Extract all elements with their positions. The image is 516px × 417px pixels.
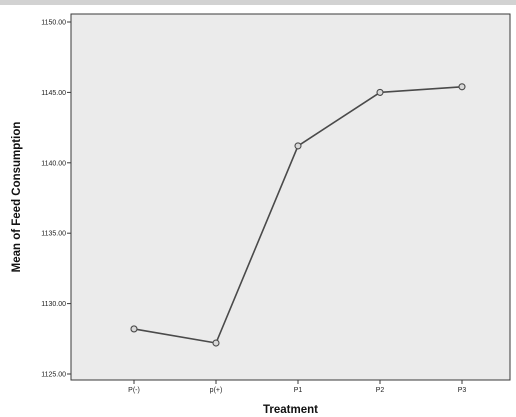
x-tick-label: P(-)	[128, 387, 140, 394]
plot-area	[70, 13, 511, 381]
y-tick-label: 1125.00	[41, 372, 66, 379]
y-tick-label: 1145.00	[41, 90, 66, 97]
data-point	[294, 142, 302, 150]
x-tick-label: p(+)	[210, 387, 223, 394]
data-point	[212, 339, 220, 347]
y-tick-label: 1140.00	[41, 160, 66, 167]
top-edge-strip	[0, 0, 516, 5]
data-point	[458, 83, 466, 91]
y-tick-label: 1150.00	[41, 20, 66, 27]
y-tick-label: 1135.00	[41, 231, 66, 238]
y-axis-ticks: 1125.00 1130.00 1135.00 1140.00 1145.00 1150.…	[41, 20, 71, 379]
y-tick-label: 1130.00	[41, 301, 66, 308]
x-axis-title: Treatment	[263, 404, 318, 416]
x-axis-ticks: P(-) p(+) P1 P2 P3	[128, 380, 466, 394]
y-axis-title: Mean of Feed Consumption	[11, 122, 23, 273]
data-point	[130, 325, 138, 333]
data-point	[376, 88, 384, 96]
x-tick-label: P1	[294, 387, 303, 394]
data-points	[130, 83, 466, 347]
x-tick-label: P2	[376, 387, 385, 394]
x-tick-label: P3	[458, 387, 467, 394]
